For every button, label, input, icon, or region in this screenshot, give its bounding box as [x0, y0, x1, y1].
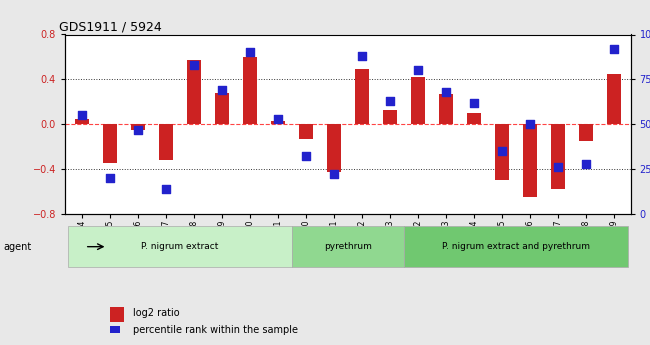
Bar	[271, 121, 285, 124]
Bar	[242, 57, 257, 124]
Bar	[551, 124, 565, 189]
FancyBboxPatch shape	[292, 227, 404, 267]
Point	[552, 165, 563, 170]
Bar	[75, 119, 89, 124]
Point	[357, 53, 367, 59]
Point	[300, 154, 311, 159]
Bar	[103, 124, 117, 164]
Point	[216, 87, 227, 93]
Point	[244, 50, 255, 55]
FancyBboxPatch shape	[404, 227, 628, 267]
Point	[188, 62, 199, 68]
Bar	[411, 77, 424, 124]
Point	[161, 186, 171, 191]
Bar	[495, 124, 509, 180]
Bar	[439, 94, 453, 124]
Text: pyrethrum: pyrethrum	[324, 242, 372, 251]
Text: log2 ratio: log2 ratio	[133, 308, 179, 318]
Bar	[467, 113, 481, 124]
Point	[133, 127, 143, 132]
Bar	[299, 124, 313, 139]
Bar	[355, 69, 369, 124]
Bar	[131, 124, 145, 130]
Point	[272, 116, 283, 121]
Point	[385, 98, 395, 104]
Point	[328, 172, 339, 177]
Bar	[187, 60, 201, 124]
FancyBboxPatch shape	[68, 227, 292, 267]
Text: agent: agent	[3, 242, 31, 252]
Point	[608, 46, 619, 52]
Bar	[578, 124, 593, 141]
Point	[77, 112, 87, 118]
Bar	[159, 124, 173, 160]
Point	[441, 89, 451, 95]
Bar	[383, 110, 396, 124]
Point	[469, 100, 479, 106]
Bar	[111, 326, 120, 333]
Point	[413, 68, 423, 73]
Bar	[327, 124, 341, 172]
Text: P. nigrum extract: P. nigrum extract	[141, 242, 218, 251]
Bar	[214, 93, 229, 124]
Bar	[523, 124, 537, 197]
Point	[525, 121, 535, 127]
Point	[105, 175, 115, 181]
Text: GDS1911 / 5924: GDS1911 / 5924	[59, 20, 162, 33]
Point	[580, 161, 591, 166]
Point	[497, 148, 507, 154]
Text: P. nigrum extract and pyrethrum: P. nigrum extract and pyrethrum	[442, 242, 590, 251]
Bar	[606, 74, 621, 124]
Text: percentile rank within the sample: percentile rank within the sample	[133, 325, 298, 335]
Bar	[111, 307, 124, 322]
